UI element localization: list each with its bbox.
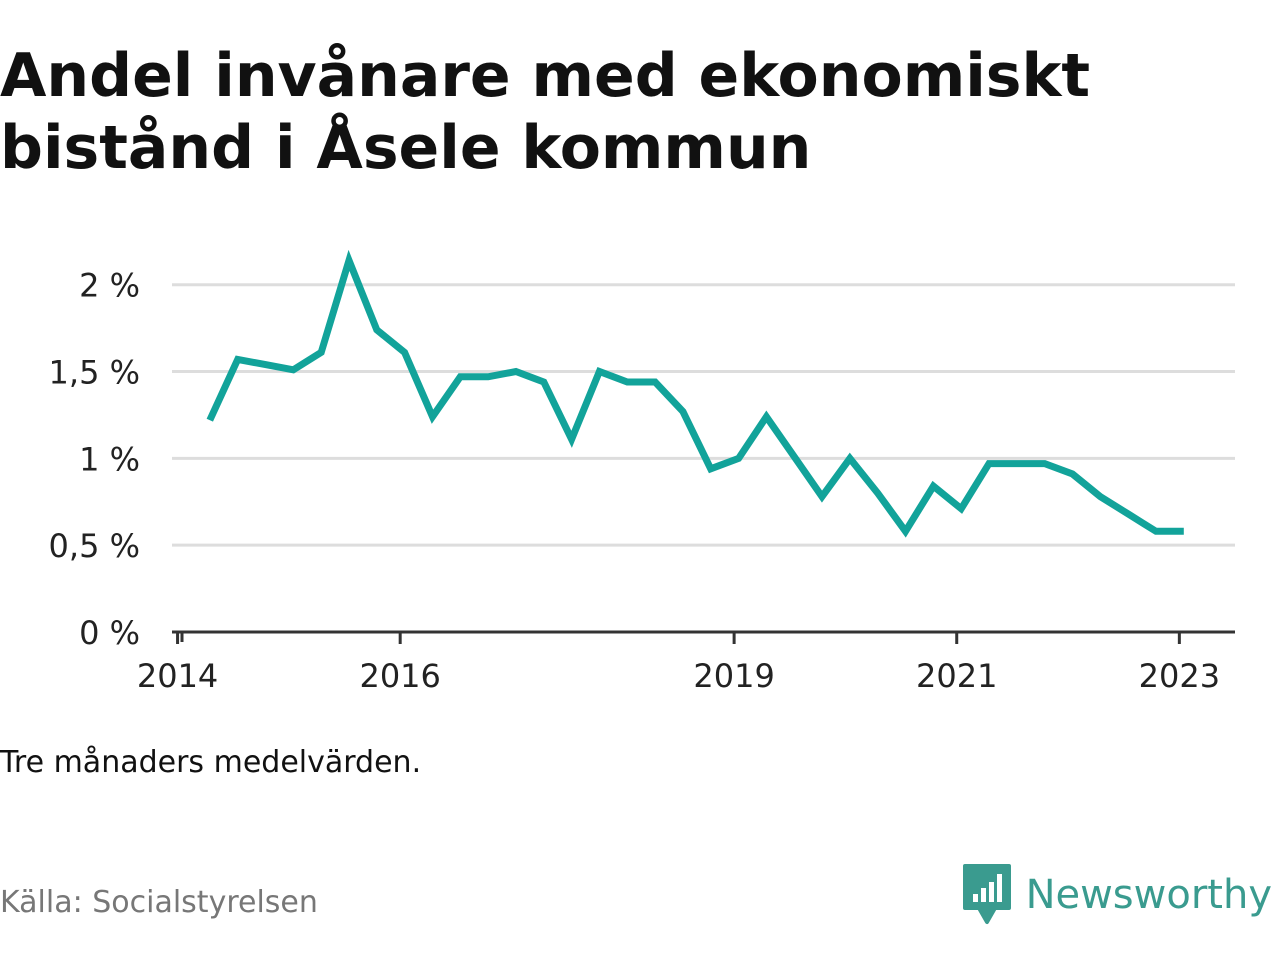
- chart-title: Andel invånare med ekonomiskt bistånd i …: [0, 41, 1091, 183]
- chart-note: Tre månaders medelvärden.: [0, 745, 422, 780]
- y-axis-tick-labels: 0 % 0,5 % 1 % 1,5 % 2 %: [49, 267, 140, 652]
- series-line: [206, 250, 1184, 538]
- x-tick-label: 2016: [359, 657, 440, 695]
- x-tick-label: 2021: [916, 657, 997, 695]
- x-axis-ticks: 2014 2016 2019 2021 2023: [137, 632, 1220, 695]
- y-tick-label: 0 %: [79, 614, 140, 652]
- y-tick-label: 2 %: [79, 267, 140, 305]
- line-chart: 0 % 0,5 % 1 % 1,5 % 2 % 2014 2016 2019 2021 2023: [49, 250, 1235, 695]
- y-tick-label: 0,5 %: [49, 527, 140, 565]
- bar-chart-speech-bubble-icon: [962, 864, 1011, 924]
- gridlines: [172, 283, 1235, 547]
- brand-logo: Newsworthy: [962, 862, 1272, 928]
- y-tick-label: 1,5 %: [49, 354, 140, 392]
- y-tick-label: 1 %: [79, 440, 140, 478]
- series-group: [206, 250, 1184, 538]
- x-tick-label: 2019: [693, 657, 774, 695]
- x-tick-label: 2014: [137, 657, 218, 695]
- source-label: Källa: Socialstyrelsen: [0, 885, 318, 920]
- x-tick-label: 2023: [1139, 657, 1220, 695]
- brand-name: Newsworthy: [1025, 872, 1272, 918]
